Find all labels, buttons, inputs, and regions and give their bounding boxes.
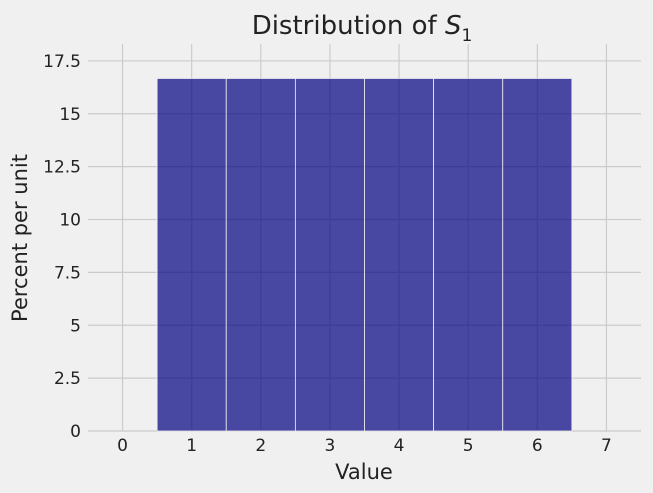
x-tick-label: 0 [117,436,128,456]
y-tick-label: 17.5 [43,52,81,72]
y-tick-label: 5 [70,316,81,336]
y-tick-labels: 0 2.5 5 7.5 10 12.5 15 17.5 [43,52,81,442]
x-tick-label: 3 [325,436,336,456]
x-tick-label: 4 [394,436,405,456]
histogram-bar [502,78,573,432]
y-tick-label: 7.5 [54,263,81,283]
y-tick-label: 0 [70,422,81,442]
histogram-bar [225,78,296,432]
histogram-bars [156,78,573,432]
y-tick-label: 12.5 [43,158,81,178]
x-tick-label: 2 [255,436,266,456]
x-tick-label: 7 [601,436,612,456]
chart-title-variable: S [445,11,462,41]
y-tick-label: 15 [59,105,81,125]
y-tick-label: 10 [59,211,81,231]
x-tick-label: 5 [463,436,474,456]
chart-title: Distribution of S1 [252,11,473,46]
y-tick-label: 2.5 [54,369,81,389]
x-tick-label: 6 [532,436,543,456]
x-tick-labels: 0 1 2 3 4 5 6 7 [117,436,612,456]
x-axis-label: Value [335,460,393,484]
histogram-bar [364,78,435,432]
chart-title-subscript: 1 [461,26,472,46]
y-axis-label: Percent per unit [8,154,32,322]
histogram-bar [156,78,227,432]
histogram-bar [433,78,504,432]
x-tick-label: 1 [186,436,197,456]
histogram-bar [294,78,365,432]
chart-title-text: Distribution of [252,11,445,41]
